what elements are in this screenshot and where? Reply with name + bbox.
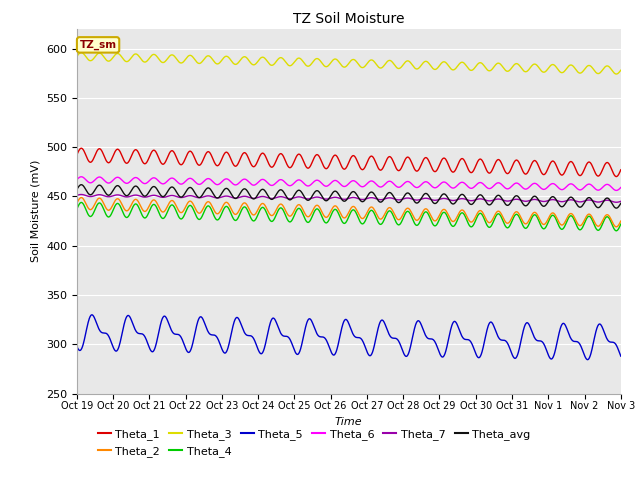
Theta_avg (255, 190, 263, 195)
Theta_3 (434, 65, 442, 71)
Theta_7 (77, 192, 85, 197)
Line: Theta_5: Theta_5 (77, 315, 621, 360)
Theta_7 (255, 194, 263, 200)
Theta_avg (195, 194, 202, 200)
Theta_1 (181, 156, 189, 162)
Theta_3 (553, 65, 561, 71)
Theta_6 (181, 179, 189, 185)
Theta_1 (73, 152, 81, 158)
Theta_4 (181, 211, 189, 216)
Theta_6 (553, 183, 561, 189)
Line: Theta_avg: Theta_avg (77, 185, 621, 208)
Theta_1 (255, 155, 263, 161)
Line: Theta_3: Theta_3 (77, 53, 621, 74)
Theta_6 (434, 184, 442, 190)
Theta_6 (73, 177, 81, 182)
Theta_3 (73, 54, 81, 60)
Theta_avg (553, 197, 561, 203)
Theta_3 (181, 57, 189, 63)
Theta_5 (584, 357, 591, 362)
Theta_1 (617, 167, 625, 173)
Theta_4 (434, 221, 442, 227)
Theta_6 (617, 185, 625, 191)
Theta_2 (553, 215, 561, 220)
Theta_2 (434, 216, 442, 222)
Theta_1 (505, 170, 513, 176)
Theta_5 (505, 342, 513, 348)
Line: Theta_6: Theta_6 (77, 177, 621, 191)
Theta_2 (73, 201, 81, 206)
Line: Theta_4: Theta_4 (77, 203, 621, 231)
Theta_1 (434, 167, 442, 172)
Theta_3 (255, 57, 263, 63)
Theta_4 (553, 217, 561, 223)
Theta_5 (553, 342, 561, 348)
Theta_2 (617, 218, 625, 224)
Theta_1 (553, 163, 561, 169)
Theta_avg (77, 182, 85, 188)
Theta_avg (181, 191, 189, 196)
Theta_5 (88, 312, 96, 318)
Text: TZ_sm: TZ_sm (79, 40, 116, 50)
Theta_1 (612, 174, 620, 180)
Theta_5 (73, 343, 81, 349)
Theta_5 (255, 348, 263, 354)
Theta_2 (77, 195, 85, 201)
Theta_avg (612, 205, 620, 211)
Theta_avg (434, 199, 442, 204)
Theta_4 (255, 209, 263, 215)
Theta_6 (77, 174, 85, 180)
Theta_7 (553, 197, 561, 203)
Theta_5 (195, 317, 202, 323)
Theta_avg (505, 202, 513, 208)
Line: Theta_1: Theta_1 (77, 148, 621, 177)
Theta_7 (73, 192, 81, 198)
Theta_4 (73, 206, 81, 212)
Theta_7 (434, 197, 442, 203)
Theta_avg (73, 187, 81, 192)
Theta_3 (195, 60, 202, 66)
Theta_2 (181, 205, 189, 211)
Theta_3 (612, 71, 620, 77)
Theta_4 (505, 225, 513, 230)
Theta_5 (181, 344, 189, 349)
Theta_4 (617, 221, 625, 227)
Line: Theta_7: Theta_7 (77, 194, 621, 202)
Legend: Theta_1, Theta_2, Theta_3, Theta_4, Theta_5, Theta_6, Theta_7, Theta_avg: Theta_1, Theta_2, Theta_3, Theta_4, Thet… (93, 425, 535, 461)
Theta_3 (505, 68, 513, 74)
Theta_4 (77, 200, 85, 205)
Theta_3 (77, 50, 85, 56)
Theta_avg (617, 201, 625, 206)
Theta_5 (617, 353, 625, 359)
Theta_2 (255, 204, 263, 210)
Line: Theta_2: Theta_2 (77, 198, 621, 227)
Theta_6 (612, 188, 620, 193)
Title: TZ Soil Moisture: TZ Soil Moisture (293, 12, 404, 26)
X-axis label: Time: Time (335, 417, 363, 427)
Theta_7 (195, 195, 202, 201)
Theta_7 (181, 194, 189, 200)
Theta_6 (195, 181, 202, 187)
Theta_7 (612, 199, 620, 205)
Theta_7 (617, 198, 625, 204)
Theta_4 (195, 216, 202, 222)
Theta_2 (612, 224, 620, 230)
Theta_3 (617, 67, 625, 73)
Theta_7 (505, 198, 513, 204)
Theta_2 (195, 210, 202, 216)
Theta_4 (612, 228, 620, 234)
Y-axis label: Soil Moisture (mV): Soil Moisture (mV) (30, 160, 40, 263)
Theta_6 (505, 186, 513, 192)
Theta_1 (77, 145, 85, 151)
Theta_6 (255, 179, 263, 184)
Theta_2 (505, 220, 513, 226)
Theta_1 (195, 162, 202, 168)
Theta_5 (434, 345, 442, 350)
